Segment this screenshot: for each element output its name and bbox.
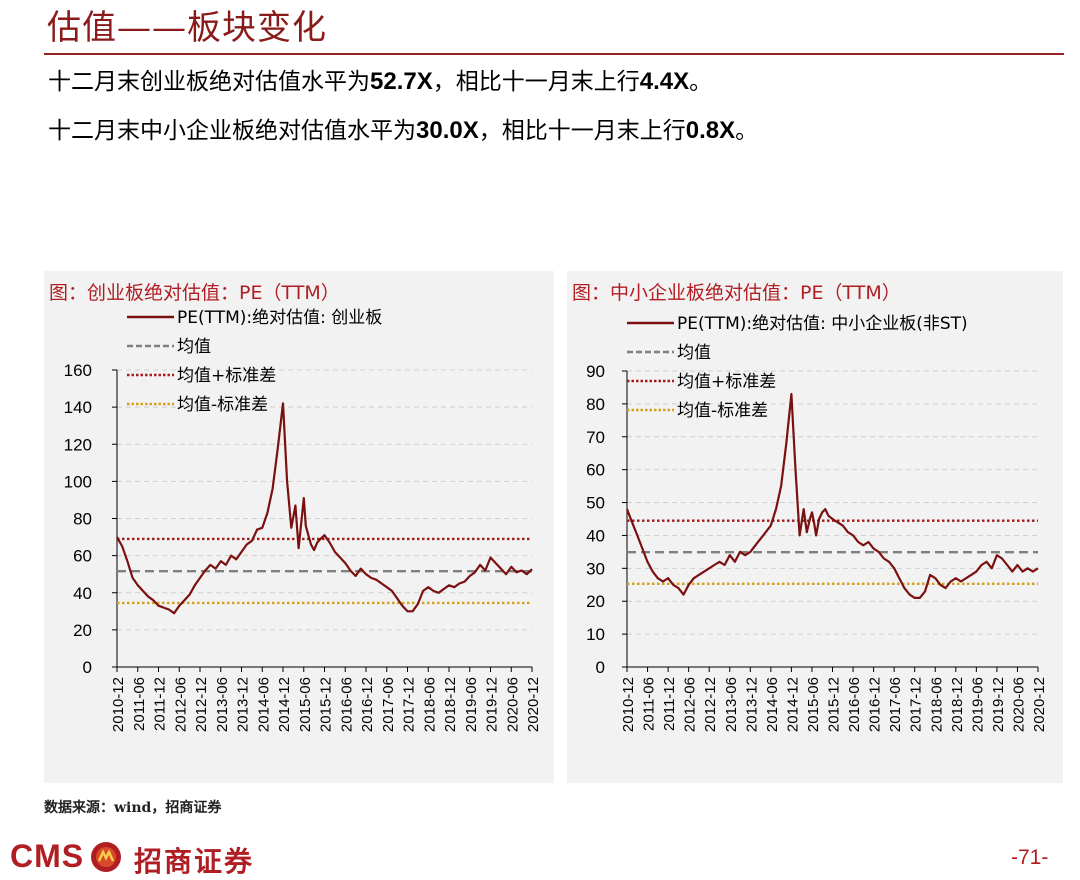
y-tick-label-gem: 80 xyxy=(73,510,92,529)
x-tick-label-gem: 2013-12 xyxy=(235,677,252,732)
x-tick-label-gem: 2016-12 xyxy=(359,677,376,732)
x-tick-label-gem: 2011-06 xyxy=(131,677,148,731)
pe-series-line-gem xyxy=(116,402,533,615)
legend-label-gem: 均值-标准差 xyxy=(177,395,268,415)
data-source: 数据来源：wind，招商证券 xyxy=(44,800,222,816)
x-tick-label-gem: 2014-12 xyxy=(276,677,293,732)
y-tick-label-gem: 160 xyxy=(64,361,92,380)
summary-line-sme-mid: ，相比十一月末上行 xyxy=(478,118,686,144)
summary-line-sme-value: 30.0X xyxy=(416,117,479,144)
x-tick-label-sme: 2020-06 xyxy=(1010,677,1027,732)
y-tick-label-sme: 70 xyxy=(586,428,605,447)
y-tick-label-gem: 100 xyxy=(64,472,92,491)
summary-line-sme-pre: 十二月末中小企业板绝对估值水平为 xyxy=(48,118,416,144)
y-tick-label-gem: 60 xyxy=(73,547,92,566)
x-tick-label-sme: 2016-12 xyxy=(867,677,884,732)
summary-line-gem-mid: ，相比十一月末上行 xyxy=(432,69,640,95)
summary-line-gem-post: 。 xyxy=(689,69,713,95)
y-tick-label-gem: 140 xyxy=(64,398,92,417)
x-tick-label-sme: 2012-12 xyxy=(702,677,719,732)
logo-cms-chinese: 招商证券 xyxy=(134,845,255,878)
summary-line-gem-pre: 十二月末创业板绝对估值水平为 xyxy=(48,69,370,95)
y-tick-label-sme: 80 xyxy=(586,395,605,414)
y-tick-label-gem: 120 xyxy=(64,435,92,454)
legend-label-gem: PE(TTM):绝对估值: 创业板 xyxy=(177,308,382,328)
chart-sme-pe: 图：中小企业板绝对估值：PE（TTM） 0 10 20 30 40 50 60 70 80 90 20… xyxy=(572,282,1048,732)
cms-emblem-icon xyxy=(91,842,121,872)
pe-series-line-sme xyxy=(625,392,1039,599)
x-tick-label-gem: 2019-12 xyxy=(484,677,501,732)
x-tick-label-sme: 2017-12 xyxy=(908,677,925,732)
x-tick-label-gem: 2012-12 xyxy=(193,677,210,732)
x-tick-label-sme: 2013-06 xyxy=(723,677,740,732)
y-tick-label-sme: 40 xyxy=(586,526,605,545)
summary-line-gem-value: 52.7X xyxy=(370,68,433,95)
y-tick-label-sme: 90 xyxy=(586,362,605,381)
y-tick-label-sme: 50 xyxy=(586,494,605,513)
x-tick-label-sme: 2017-06 xyxy=(887,677,904,732)
y-tick-label-sme: 0 xyxy=(596,658,605,677)
x-tick-label-sme: 2015-12 xyxy=(826,677,843,732)
y-tick-label-gem: 40 xyxy=(73,584,92,603)
y-tick-label-gem: 0 xyxy=(83,658,92,677)
legend-label-sme: 均值+标准差 xyxy=(677,372,776,392)
legend-label-gem: 均值+标准差 xyxy=(177,366,276,386)
x-tick-label-gem: 2014-06 xyxy=(255,677,272,732)
logo-cms-text: CMS xyxy=(10,838,85,874)
x-tick-label-sme: 2010-12 xyxy=(620,677,637,732)
x-tick-label-gem: 2020-06 xyxy=(504,677,521,732)
x-tick-label-sme: 2014-12 xyxy=(784,677,801,732)
x-tick-label-sme: 2018-06 xyxy=(928,677,945,732)
x-tick-label-sme: 2016-06 xyxy=(846,677,863,732)
x-tick-label-gem: 2018-12 xyxy=(442,677,459,732)
x-tick-label-sme: 2011-12 xyxy=(661,677,678,731)
chart-gem-pe: 图：创业板绝对估值：PE（TTM） 0 20 40 60 80 100 120 140 160 20… xyxy=(49,282,542,732)
x-tick-label-gem: 2017-12 xyxy=(401,677,418,732)
x-tick-label-gem: 2010-12 xyxy=(110,677,127,732)
summary-line-sme-post: 。 xyxy=(735,118,759,144)
page-number: -71- xyxy=(1011,846,1049,869)
legend-label-sme: PE(TTM):绝对估值: 中小企业板(非ST) xyxy=(677,314,968,334)
legend-label-sme: 均值 xyxy=(677,343,711,363)
x-tick-label-gem: 2018-06 xyxy=(421,677,438,732)
x-tick-label-sme: 2013-12 xyxy=(743,677,760,732)
x-tick-label-gem: 2019-06 xyxy=(463,677,480,732)
legend-label-gem: 均值 xyxy=(177,337,211,357)
chart-title-gem: 图：创业板绝对估值：PE（TTM） xyxy=(49,282,340,304)
x-tick-label-sme: 2012-06 xyxy=(682,677,699,732)
x-tick-label-sme: 2019-06 xyxy=(969,677,986,732)
x-tick-label-gem: 2011-12 xyxy=(152,677,169,731)
y-tick-label-sme: 30 xyxy=(586,559,605,578)
page-title: 估值——板块变化 xyxy=(47,8,327,48)
x-tick-label-gem: 2012-06 xyxy=(172,677,189,732)
x-tick-label-sme: 2015-06 xyxy=(805,677,822,732)
summary-line-gem: 十二月末创业板绝对估值水平为52.7X，相比十一月末上行4.4X。 xyxy=(48,62,712,96)
chart-panel-sme: 图：中小企业板绝对估值：PE（TTM） 0 10 20 30 40 50 60 70 80 90 20… xyxy=(567,271,1063,783)
y-tick-label-sme: 60 xyxy=(586,461,605,480)
title-divider xyxy=(44,53,1064,55)
x-tick-label-sme: 2011-06 xyxy=(641,677,658,731)
x-tick-label-sme: 2018-12 xyxy=(949,677,966,732)
x-tick-label-sme: 2014-06 xyxy=(764,677,781,732)
x-tick-label-sme: 2020-12 xyxy=(1031,677,1048,732)
x-tick-label-gem: 2017-06 xyxy=(380,677,397,732)
summary-line-gem-change: 4.4X xyxy=(639,68,690,95)
summary-line-sme-change: 0.8X xyxy=(685,117,736,144)
x-tick-label-sme: 2019-12 xyxy=(990,677,1007,732)
x-tick-label-gem: 2020-12 xyxy=(525,677,542,732)
y-tick-label-sme: 20 xyxy=(586,592,605,611)
x-tick-label-gem: 2013-06 xyxy=(214,677,231,732)
y-tick-label-gem: 20 xyxy=(73,621,92,640)
chart-title-sme: 图：中小企业板绝对估值：PE（TTM） xyxy=(572,282,901,304)
x-tick-label-gem: 2015-06 xyxy=(297,677,314,732)
summary-line-sme: 十二月末中小企业板绝对估值水平为30.0X，相比十一月末上行0.8X。 xyxy=(48,111,758,145)
x-tick-label-gem: 2016-06 xyxy=(338,677,355,732)
y-tick-label-sme: 10 xyxy=(586,625,605,644)
legend-label-sme: 均值-标准差 xyxy=(677,401,768,421)
chart-panel-gem: 图：创业板绝对估值：PE（TTM） 0 20 40 60 80 100 120 140 160 20… xyxy=(44,271,554,783)
x-tick-label-gem: 2015-12 xyxy=(318,677,335,732)
